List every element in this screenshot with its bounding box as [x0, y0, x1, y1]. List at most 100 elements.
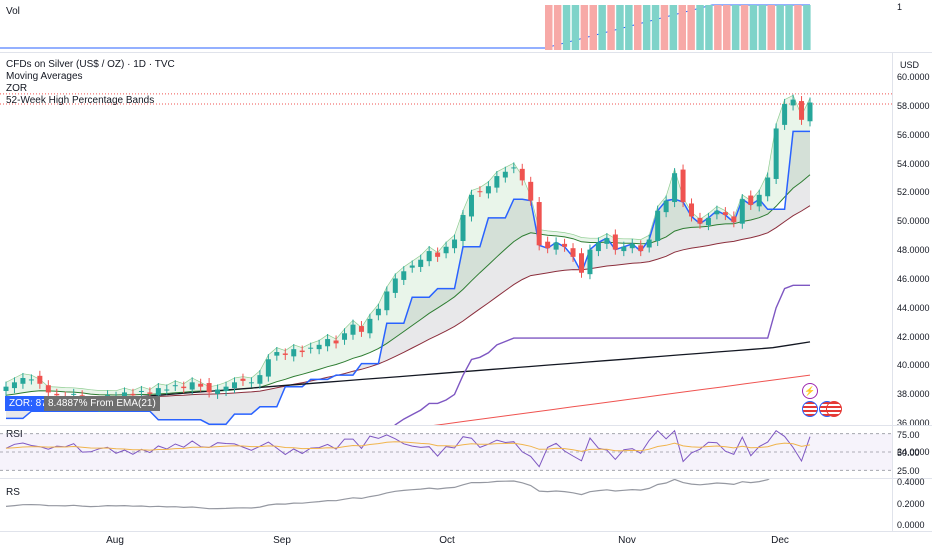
- candle-body: [655, 210, 661, 241]
- rsi-chart: [0, 429, 892, 471]
- pane-divider[interactable]: [0, 478, 932, 479]
- volume-chart: [0, 4, 811, 50]
- volume-label: Vol: [6, 6, 20, 17]
- price-tick: 36.0000: [897, 418, 930, 429]
- price-tick: 54.0000: [897, 158, 930, 169]
- volume-bar: [803, 5, 811, 50]
- price-tick: 44.0000: [897, 302, 930, 313]
- candle-body: [697, 217, 703, 224]
- price-tick: 46.0000: [897, 273, 930, 284]
- lightning-event-icon[interactable]: ⚡: [802, 383, 818, 399]
- candle-body: [265, 359, 271, 377]
- candle-body: [198, 383, 204, 387]
- candle-body: [37, 375, 43, 384]
- volume-bar: [731, 5, 740, 50]
- volume-bar: [625, 5, 633, 50]
- candle-body: [215, 389, 221, 394]
- price-tick: 56.0000: [897, 129, 930, 140]
- symbol-title[interactable]: CFDs on Silver (US$ / OZ) · 1D · TVC: [6, 59, 175, 70]
- candle-body: [570, 248, 576, 257]
- candle-body: [206, 383, 212, 393]
- candle-body: [248, 382, 254, 384]
- rs-tick-00: 0.0000: [897, 520, 925, 530]
- candle-body: [731, 216, 737, 223]
- indicator-zor[interactable]: ZOR: [6, 83, 28, 94]
- pane-divider[interactable]: [0, 52, 932, 53]
- price-tick: 42.0000: [897, 331, 930, 342]
- candle-body: [782, 103, 788, 125]
- candle-body: [689, 203, 695, 217]
- pane-divider[interactable]: [0, 425, 932, 426]
- candle-body: [578, 253, 584, 273]
- candle-body: [672, 173, 678, 203]
- candle-body: [629, 243, 635, 249]
- rs-axis[interactable]: [892, 479, 932, 531]
- volume-bar: [776, 5, 784, 50]
- volume-bar: [749, 5, 758, 50]
- us-flag-event-icon[interactable]: [802, 401, 818, 417]
- candle-body: [358, 326, 364, 332]
- candle-body: [663, 200, 669, 213]
- price-tick: 60.0000: [897, 72, 930, 82]
- candle-body: [223, 386, 229, 391]
- rsi-tick-50: 50.00: [897, 448, 920, 458]
- volume-bar: [723, 5, 731, 50]
- price-axis[interactable]: [892, 53, 932, 425]
- candle-body: [121, 392, 127, 399]
- rs-pane[interactable]: RS: [0, 479, 932, 531]
- candle-body: [460, 215, 466, 241]
- volume-bar: [598, 5, 606, 50]
- price-tick: 48.0000: [897, 245, 930, 256]
- candle-body: [722, 212, 728, 216]
- candle-body: [680, 169, 686, 203]
- volume-bar: [580, 5, 589, 50]
- ema-distance-badge: 8.4887% From EMA(21): [44, 396, 160, 411]
- candle-body: [350, 324, 356, 335]
- x-tick-sep: Sep: [273, 535, 291, 546]
- volume-bar: [553, 5, 562, 50]
- rs-line: [5, 479, 770, 510]
- candle-body: [11, 382, 17, 389]
- candle-body: [409, 265, 415, 268]
- ema-21-line: [5, 174, 811, 396]
- candle-body: [291, 349, 297, 357]
- currency-label[interactable]: USD: [900, 60, 920, 70]
- candle-body: [528, 181, 534, 201]
- candle-body: [172, 385, 178, 387]
- volume-bar: [687, 5, 695, 50]
- candle-body: [342, 333, 348, 340]
- candle-body: [299, 350, 305, 353]
- volume-bar: [785, 5, 793, 50]
- candle-body: [28, 379, 34, 381]
- candle-body: [282, 353, 288, 355]
- indicator-moving-averages[interactable]: Moving Averages: [6, 71, 83, 82]
- candle-body: [375, 308, 381, 316]
- volume-bar: [616, 5, 624, 50]
- candle-body: [452, 239, 458, 249]
- candle-body: [705, 217, 711, 226]
- rsi-axis[interactable]: [892, 426, 932, 478]
- price-chart: [0, 93, 892, 425]
- indicator-52-week-bands[interactable]: 52-Week High Percentage Bands: [6, 95, 155, 106]
- candle-body: [316, 344, 322, 350]
- volume-bar: [705, 5, 713, 50]
- candle-body: [502, 171, 508, 178]
- rs-chart: [5, 479, 770, 510]
- candle-body: [130, 393, 136, 396]
- candle-body: [807, 102, 813, 122]
- price-pane[interactable]: CFDs on Silver (US$ / OZ) · 1D · TVC Mov…: [0, 53, 932, 425]
- volume-bar: [562, 5, 571, 50]
- price-tick: 34.0000: [897, 447, 930, 457]
- volume-bar: [660, 5, 669, 50]
- time-axis-divider[interactable]: [0, 531, 932, 532]
- candle-body: [3, 386, 9, 391]
- rsi-pane[interactable]: RSI: [0, 426, 932, 478]
- candle-body: [418, 259, 424, 267]
- volume-pane[interactable]: Vol 1: [0, 0, 932, 52]
- us-flag-event-icon[interactable]: [826, 401, 842, 417]
- rsi-tick-75: 75.00: [897, 430, 920, 440]
- candle-body: [485, 186, 491, 194]
- candle-body: [45, 385, 51, 393]
- candle-body: [164, 389, 170, 391]
- price-tick: 58.0000: [897, 100, 930, 111]
